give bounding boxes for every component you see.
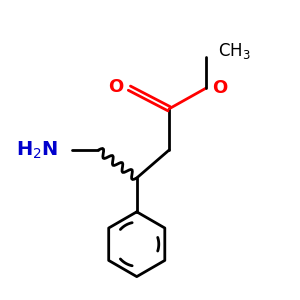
Text: CH$_3$: CH$_3$ (218, 41, 250, 62)
Text: O: O (108, 78, 124, 96)
Text: O: O (212, 79, 227, 97)
Text: H$_2$N: H$_2$N (16, 139, 59, 161)
